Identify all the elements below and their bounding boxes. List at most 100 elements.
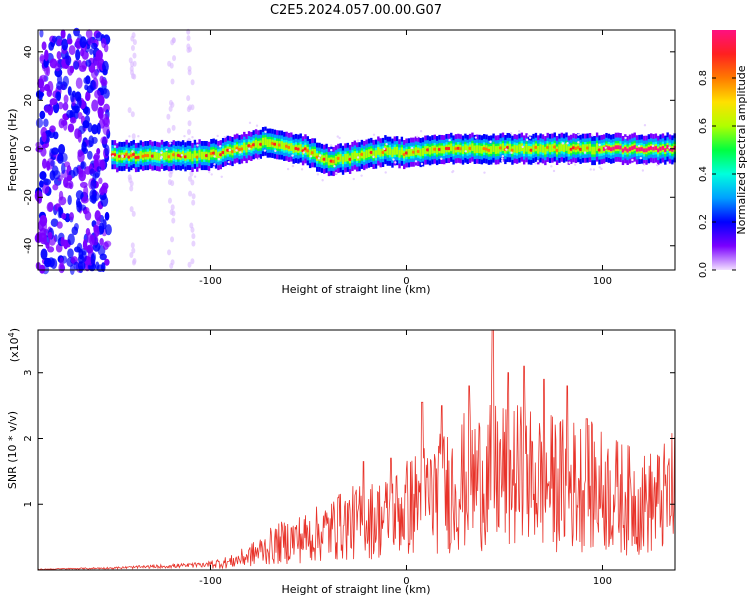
heatmap-cell bbox=[239, 151, 242, 154]
heatmap-cell bbox=[165, 151, 168, 160]
heatmap-cell bbox=[589, 168, 592, 171]
heatmap-cell bbox=[633, 145, 636, 150]
heatmap-cell bbox=[41, 131, 47, 143]
heatmap-cell bbox=[619, 145, 622, 150]
heatmap-cell bbox=[372, 150, 375, 159]
heatmap-cell bbox=[235, 149, 238, 152]
heatmap-cell bbox=[562, 144, 566, 153]
heatmap-cell bbox=[346, 153, 349, 162]
heatmap-cell bbox=[101, 37, 107, 49]
heatmap-cell bbox=[568, 161, 571, 164]
snr-panel: -100 0 100 1 2 3 Height of straight line (km… bbox=[6, 328, 676, 596]
heatmap-cell bbox=[132, 39, 137, 46]
heatmap-cell bbox=[117, 154, 122, 158]
heatmap-cell bbox=[171, 210, 176, 217]
heatmap-cell bbox=[187, 120, 192, 127]
snr-x-axis-label: Height of straight line (km) bbox=[281, 583, 430, 596]
heatmap-cell bbox=[212, 166, 216, 169]
heatmap-cell bbox=[216, 134, 219, 138]
x-tick-label: -100 bbox=[199, 576, 222, 587]
heatmap-cell bbox=[402, 152, 406, 157]
heatmap-cell bbox=[87, 37, 94, 46]
heatmap-cell bbox=[190, 179, 195, 186]
heatmap-cell bbox=[131, 247, 136, 254]
heatmap-cell bbox=[198, 149, 201, 158]
heatmap-cell bbox=[290, 143, 293, 151]
heatmap-cell bbox=[255, 124, 259, 127]
heatmap-cell bbox=[150, 154, 155, 158]
heatmap-cell bbox=[536, 160, 540, 163]
y-tick-label: 1 bbox=[23, 501, 34, 507]
heatmap-cell bbox=[492, 144, 495, 152]
colorbar-ticks: 0.0 0.2 0.4 0.6 0.8 bbox=[698, 70, 736, 278]
heatmap-cell bbox=[63, 94, 69, 104]
heatmap-cell bbox=[443, 145, 446, 154]
heatmap-cell bbox=[75, 77, 83, 89]
heatmap-cell bbox=[652, 146, 655, 151]
heatmap-cell bbox=[360, 174, 363, 177]
heatmap-cell bbox=[48, 41, 55, 51]
heatmap-cell bbox=[149, 150, 152, 159]
heatmap-cell bbox=[585, 146, 590, 150]
heatmap-cell bbox=[58, 190, 64, 201]
heatmap-cell bbox=[52, 131, 59, 140]
heatmap-cell bbox=[310, 151, 314, 155]
heatmap-cell bbox=[322, 157, 326, 161]
heatmap-cell bbox=[46, 89, 53, 98]
heatmap-cell bbox=[35, 118, 44, 128]
heatmap-cell bbox=[99, 187, 106, 196]
heatmap-cell bbox=[235, 146, 239, 150]
spectrogram-y-ticks: -40 -20 0 20 40 bbox=[23, 45, 675, 254]
heatmap-cell bbox=[578, 147, 583, 151]
heatmap-cell bbox=[91, 99, 99, 112]
heatmap-cell bbox=[67, 86, 72, 96]
heatmap-cell bbox=[621, 148, 625, 153]
y-tick-label: 3 bbox=[23, 370, 34, 376]
heatmap-cell bbox=[66, 174, 73, 182]
heatmap-cell bbox=[313, 149, 317, 157]
heatmap-cell bbox=[217, 151, 220, 160]
heatmap-cell bbox=[99, 238, 104, 246]
heatmap-cell bbox=[113, 153, 117, 157]
heatmap-cell bbox=[82, 239, 88, 251]
heatmap-cell bbox=[193, 150, 197, 159]
heatmap-cell bbox=[137, 135, 140, 138]
heatmap-cell bbox=[230, 149, 235, 154]
heatmap-cell bbox=[77, 112, 83, 120]
heatmap-cell bbox=[264, 137, 267, 146]
heatmap-cell bbox=[248, 147, 251, 150]
heatmap-cell bbox=[626, 148, 629, 153]
heatmap-cell bbox=[330, 148, 333, 152]
spectrogram-panel: -100 0 100 -40 -20 0 20 40 Height of straight … bbox=[6, 27, 676, 296]
heatmap-cell bbox=[243, 142, 246, 151]
heatmap-cell bbox=[132, 167, 135, 171]
heatmap-cell bbox=[82, 120, 90, 129]
heatmap-cell bbox=[75, 190, 84, 200]
heatmap-cell bbox=[47, 246, 55, 253]
heatmap-cell bbox=[518, 144, 521, 153]
snr-series bbox=[37, 329, 675, 570]
heatmap-cell bbox=[468, 146, 472, 151]
heatmap-cell bbox=[170, 152, 173, 161]
heatmap-cell bbox=[458, 147, 463, 151]
heatmap-cell bbox=[190, 258, 195, 265]
heatmap-cell bbox=[50, 160, 56, 167]
heatmap-cell bbox=[617, 145, 620, 150]
heatmap-cell bbox=[88, 135, 95, 148]
heatmap-cell bbox=[421, 148, 425, 156]
heatmap-cell bbox=[473, 145, 476, 154]
heatmap-cell bbox=[356, 156, 360, 159]
heatmap-cell bbox=[624, 146, 627, 151]
heatmap-cell bbox=[195, 155, 199, 159]
heatmap-cell bbox=[73, 27, 80, 37]
heatmap-cell bbox=[539, 144, 542, 152]
heatmap-cell bbox=[163, 152, 166, 161]
heatmap-cell bbox=[93, 158, 99, 167]
heatmap-cell bbox=[75, 49, 81, 61]
heatmap-cell bbox=[309, 155, 313, 158]
heatmap-cell bbox=[56, 51, 62, 60]
colorbar-tick-label: 0.2 bbox=[698, 214, 709, 230]
heatmap-cell bbox=[39, 29, 44, 38]
heatmap-cell bbox=[612, 146, 615, 151]
heatmap-cell bbox=[464, 150, 467, 153]
